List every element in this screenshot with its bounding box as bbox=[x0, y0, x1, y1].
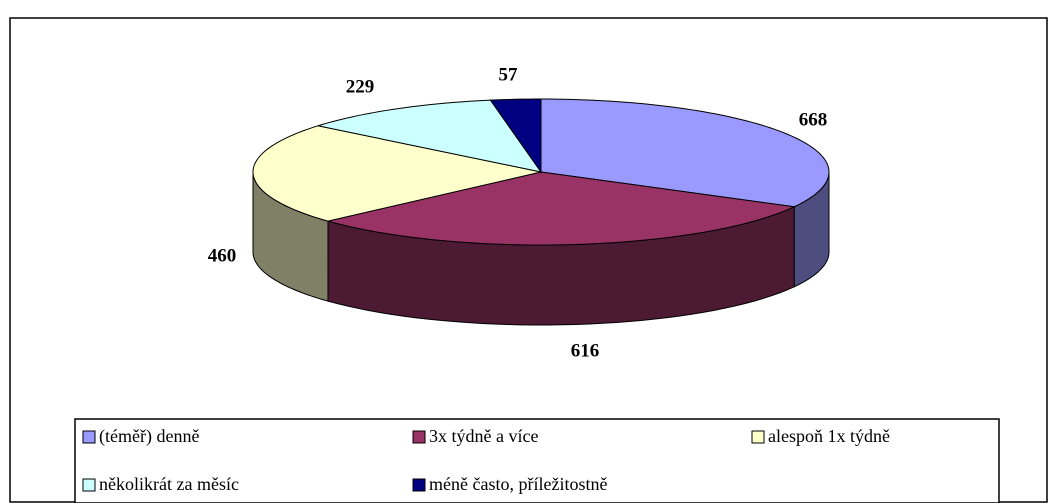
legend-label: několikrát za měsíc bbox=[99, 474, 239, 494]
legend-label: (téměř) denně bbox=[99, 426, 199, 447]
legend-swatch bbox=[751, 430, 765, 444]
pie-slice bbox=[252, 125, 542, 222]
legend-swatch bbox=[82, 478, 96, 492]
legend-swatch bbox=[412, 478, 426, 492]
legend-swatch bbox=[82, 430, 96, 444]
data-label: 229 bbox=[346, 76, 375, 97]
data-label: 57 bbox=[499, 64, 519, 85]
legend-label: alespoň 1x týdně bbox=[768, 426, 890, 446]
pie-slice bbox=[489, 98, 542, 174]
pie-slice bbox=[327, 171, 796, 246]
legend-swatch bbox=[412, 430, 426, 444]
legend-label: méně často, příležitostně bbox=[429, 474, 607, 494]
legend-label: 3x týdně a více bbox=[429, 426, 538, 446]
pie-slice bbox=[540, 98, 830, 208]
pie-slice bbox=[317, 99, 543, 173]
data-label: 616 bbox=[571, 340, 600, 361]
legend-box bbox=[74, 418, 1000, 503]
data-label: 460 bbox=[208, 245, 237, 266]
data-label: 668 bbox=[799, 109, 828, 130]
